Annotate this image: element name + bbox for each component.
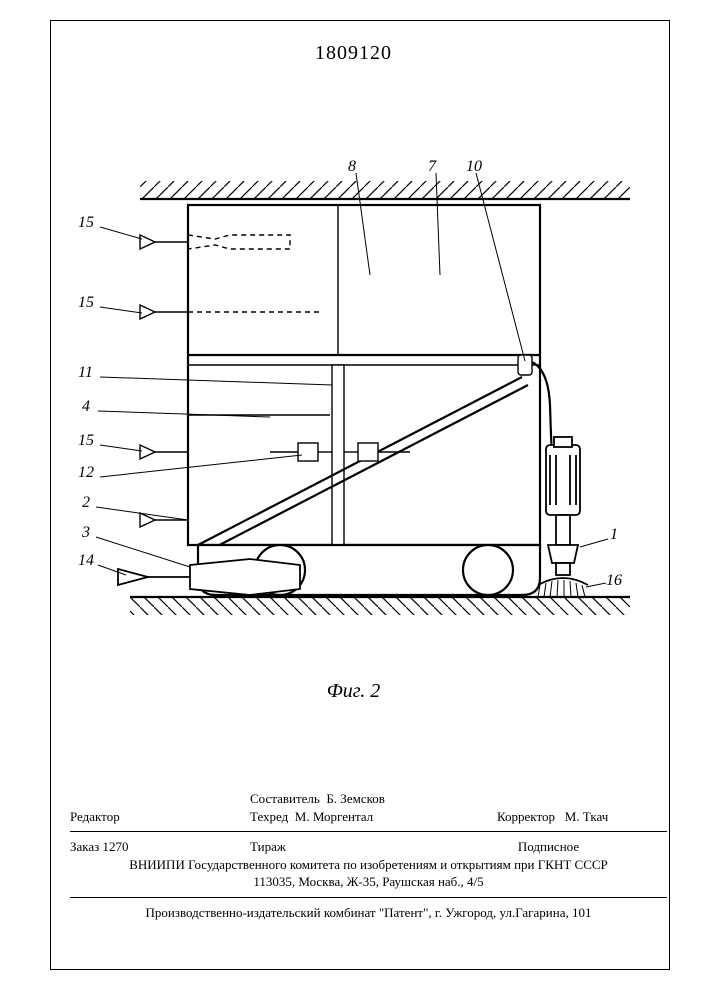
divider: [70, 897, 667, 898]
figure-caption: Фиг. 2: [0, 680, 707, 703]
org-line-2: 113035, Москва, Ж-35, Раушская наб., 4/5: [70, 873, 667, 891]
corrector-label: Корректор: [497, 809, 555, 824]
page: 1809120: [0, 0, 707, 1000]
compiler-label: Составитель: [250, 791, 320, 806]
figure: 15 15 11 4 15 12 2 3 14 8 7 10 1 16: [70, 130, 650, 680]
svg-text:11: 11: [78, 364, 93, 381]
techred-name: М. Моргентал: [295, 809, 373, 824]
svg-text:3: 3: [81, 524, 90, 541]
svg-text:8: 8: [348, 158, 356, 175]
podpisnoe-label: Подписное: [430, 838, 667, 856]
svg-text:16: 16: [606, 572, 622, 589]
order-number: Заказ 1270: [70, 838, 250, 856]
divider: [70, 831, 667, 832]
org-line-1: ВНИИПИ Государственного комитета по изоб…: [70, 856, 667, 874]
svg-text:15: 15: [78, 214, 94, 231]
printer-line: Производственно-издательский комбинат "П…: [70, 904, 667, 922]
document-number: 1809120: [0, 42, 707, 65]
svg-text:1: 1: [610, 526, 618, 543]
corrector-name: М. Ткач: [565, 809, 609, 824]
svg-text:15: 15: [78, 294, 94, 311]
compiler-name: Б. Земсков: [326, 791, 385, 806]
editor-label: Редактор: [70, 809, 120, 824]
svg-text:14: 14: [78, 552, 94, 569]
svg-text:4: 4: [82, 398, 90, 415]
svg-text:15: 15: [78, 432, 94, 449]
svg-text:10: 10: [466, 158, 482, 175]
credits-block: Составитель Б. Земсков Редактор Техред М…: [70, 790, 667, 921]
svg-text:7: 7: [428, 158, 437, 175]
svg-text:2: 2: [82, 494, 90, 511]
tirazh-label: Тираж: [250, 838, 430, 856]
svg-text:12: 12: [78, 464, 94, 481]
techred-label: Техред: [250, 809, 288, 824]
